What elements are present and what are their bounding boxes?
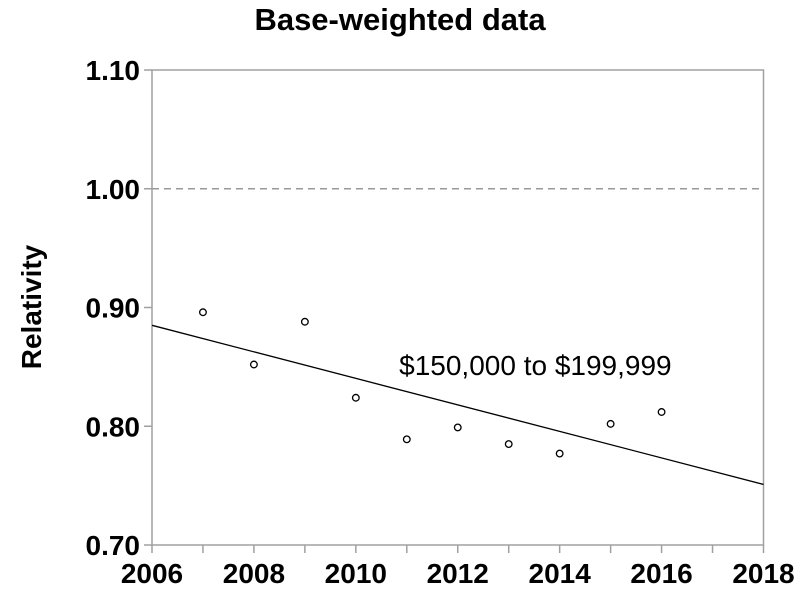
annotation-label: $150,000 to $199,999	[399, 350, 671, 381]
x-tick-label: 2008	[223, 558, 285, 589]
data-point-marker	[657, 408, 666, 416]
y-tick-label: 0.70	[86, 530, 141, 561]
data-point-marker	[453, 423, 462, 432]
data-point-marker	[351, 393, 360, 402]
y-tick-label: 1.00	[86, 174, 141, 205]
y-tick-label: 0.90	[86, 293, 141, 324]
x-tick-label: 2016	[630, 558, 692, 589]
data-point-marker	[606, 419, 615, 428]
data-point-marker	[249, 360, 258, 369]
y-tick-label: 0.80	[86, 411, 141, 442]
data-point-marker	[555, 449, 564, 458]
data-point-marker	[402, 435, 411, 444]
x-tick-label: 2018	[732, 558, 794, 589]
x-tick-label: 2010	[325, 558, 387, 589]
y-tick-label: 1.10	[86, 55, 141, 86]
data-point-marker	[199, 308, 207, 317]
data-point-marker	[300, 317, 309, 326]
trend-line	[151, 324, 764, 486]
plot-frame	[151, 69, 765, 546]
x-tick-label: 2014	[529, 558, 592, 589]
x-tick-label: 2012	[427, 558, 489, 589]
chart-title: Base-weighted data	[254, 2, 546, 37]
data-point-marker	[504, 440, 513, 449]
x-tick-label: 2006	[121, 558, 183, 589]
